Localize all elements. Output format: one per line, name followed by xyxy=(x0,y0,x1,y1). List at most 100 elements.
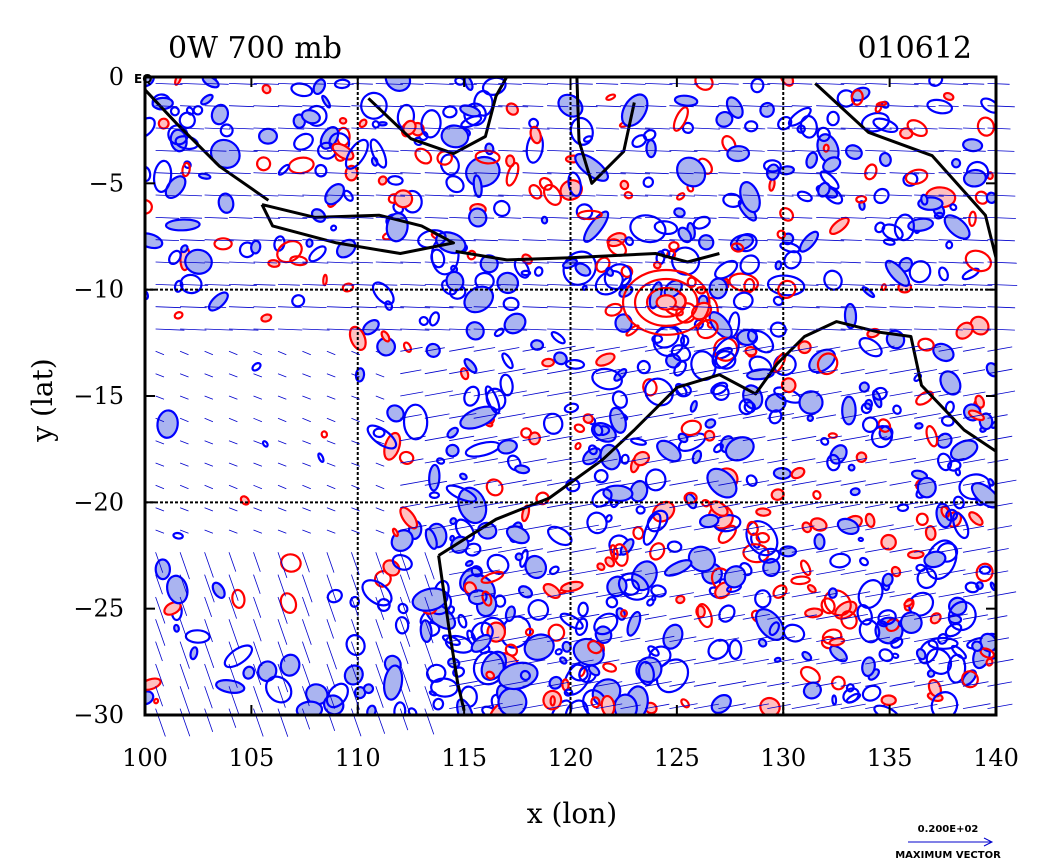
negative-contour xyxy=(926,98,954,115)
wind-vector xyxy=(400,391,424,397)
x-tick-label: 115 xyxy=(441,744,487,772)
wind-vector xyxy=(204,127,231,130)
wind-vector xyxy=(253,105,280,108)
wind-vector xyxy=(767,524,794,531)
wind-vector xyxy=(302,462,311,467)
wind-vector xyxy=(399,663,411,692)
negative-contour xyxy=(207,291,229,312)
wind-vector xyxy=(595,83,619,85)
wind-vector xyxy=(424,150,455,152)
wind-vector xyxy=(669,217,696,219)
negative-contour xyxy=(806,414,815,422)
wind-vector xyxy=(498,83,522,85)
wind-vector xyxy=(816,703,843,709)
wind-vector xyxy=(669,703,698,709)
wind-vector xyxy=(644,570,668,575)
negative-contour xyxy=(744,120,759,133)
wind-vector xyxy=(424,552,435,580)
negative-contour xyxy=(587,664,601,677)
wind-vector xyxy=(767,150,795,152)
negative-contour xyxy=(605,514,613,523)
wind-vector xyxy=(620,436,643,442)
wind-vector xyxy=(816,658,846,665)
wind-vector xyxy=(522,479,553,486)
wind-vector xyxy=(644,390,672,397)
wind-vector xyxy=(742,703,769,709)
negative-contour xyxy=(184,248,213,275)
positive-contour xyxy=(942,91,955,102)
negative-contour xyxy=(950,158,962,169)
wind-vector xyxy=(522,105,544,107)
wind-vector xyxy=(840,480,866,486)
wind-vector xyxy=(962,547,991,553)
negative-contour xyxy=(611,390,628,409)
wind-vector xyxy=(228,350,238,356)
wind-vector xyxy=(889,150,917,152)
negative-contour xyxy=(620,453,630,465)
negative-contour xyxy=(325,682,349,709)
wind-vector xyxy=(228,663,238,688)
wind-vector xyxy=(302,596,310,617)
wind-vector xyxy=(228,373,238,378)
wind-vector xyxy=(571,524,599,531)
wind-vector xyxy=(400,83,424,85)
wind-vector xyxy=(473,261,504,264)
wind-vector xyxy=(987,239,1015,242)
negative-contour xyxy=(251,362,262,372)
wind-vector xyxy=(644,217,671,219)
positive-contour xyxy=(676,192,686,201)
wind-vector xyxy=(620,681,644,687)
wind-vector xyxy=(987,127,1011,130)
x-axis-label: x (lon) xyxy=(527,797,617,830)
negative-contour xyxy=(418,315,429,327)
wind-vector xyxy=(693,346,717,352)
wind-vector xyxy=(791,502,821,509)
positive-contour xyxy=(402,341,413,353)
negative-contour xyxy=(644,377,674,407)
negative-contour xyxy=(877,609,897,626)
positive-contour xyxy=(633,450,650,467)
wind-vector xyxy=(840,239,862,241)
wind-vector xyxy=(742,172,770,175)
wind-vector xyxy=(351,417,360,423)
wind-vector xyxy=(326,462,336,467)
negative-contour xyxy=(330,224,338,232)
wind-vector xyxy=(987,217,1016,219)
wind-vector xyxy=(938,457,965,464)
wind-vector xyxy=(204,395,214,400)
negative-contour xyxy=(728,638,743,660)
wind-vector xyxy=(620,172,651,175)
wind-vector xyxy=(400,105,425,108)
wind-vector xyxy=(840,347,863,352)
wind-vector xyxy=(473,703,503,709)
wind-vector xyxy=(277,373,287,378)
wind-vector xyxy=(987,658,1014,665)
wind-vector xyxy=(865,172,886,174)
wind-vector xyxy=(595,703,623,709)
wind-vector xyxy=(400,217,422,219)
negative-contour xyxy=(505,525,530,545)
positive-contour xyxy=(619,609,629,618)
negative-contour xyxy=(169,106,180,117)
wind-vector xyxy=(180,127,205,130)
wind-vector xyxy=(620,346,648,352)
wind-vector xyxy=(204,150,227,152)
wind-vector xyxy=(595,636,623,642)
wind-vector xyxy=(718,345,747,352)
wind-vector xyxy=(571,105,598,108)
wind-vector xyxy=(400,172,421,174)
wind-vector xyxy=(302,395,311,400)
negative-contour xyxy=(651,334,664,344)
wind-vector xyxy=(449,525,475,531)
wind-vector xyxy=(962,369,986,375)
wind-vector xyxy=(742,681,767,687)
positive-contour xyxy=(924,525,937,541)
positive-contour xyxy=(596,562,606,572)
wind-vector xyxy=(253,261,278,264)
wind-vector xyxy=(449,503,472,509)
wind-vector xyxy=(718,459,739,464)
negative-contour xyxy=(962,168,987,188)
wind-vector xyxy=(914,261,937,264)
negative-contour xyxy=(172,531,184,540)
wind-vector xyxy=(424,83,454,85)
